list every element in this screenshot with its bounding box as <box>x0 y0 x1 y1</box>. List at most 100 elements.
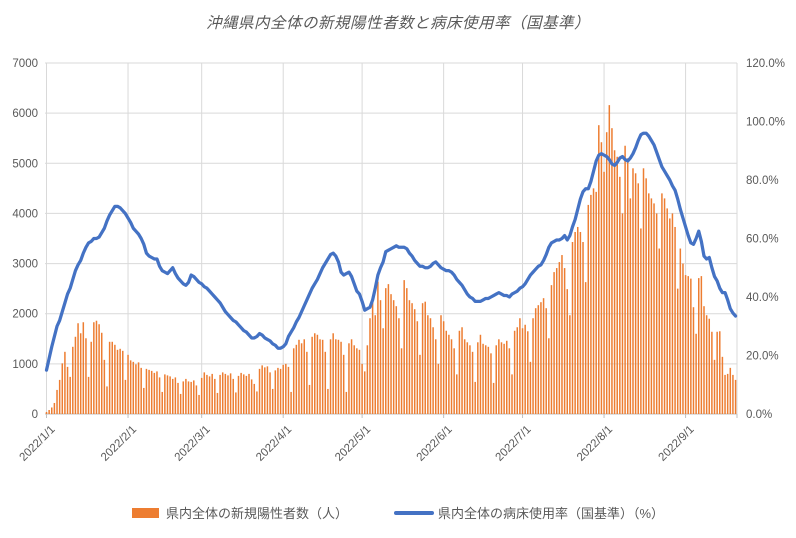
bar <box>424 301 426 414</box>
bar <box>211 373 213 414</box>
bar <box>79 333 82 414</box>
bar <box>316 334 319 414</box>
bar <box>669 218 671 414</box>
bar <box>214 378 216 414</box>
y-axis-left-tick-label: 3000 <box>12 259 38 271</box>
bar <box>348 343 350 414</box>
bar <box>258 368 261 414</box>
bar <box>58 379 61 414</box>
bar <box>440 315 442 414</box>
bar <box>645 178 647 414</box>
bar <box>461 327 463 414</box>
bar <box>266 366 269 414</box>
bar <box>190 381 192 414</box>
bar <box>503 343 505 414</box>
bar <box>300 343 303 414</box>
bar <box>264 367 266 414</box>
bar <box>563 268 566 414</box>
bar <box>124 379 127 414</box>
bar <box>411 303 413 414</box>
bar <box>632 168 634 414</box>
bar <box>466 342 469 414</box>
x-axis-tick-label: 2022/5/1 <box>333 424 373 464</box>
legend-item-bed-usage: 県内全体の病床使用率（国基準）（%） <box>393 503 665 522</box>
bar <box>671 213 674 414</box>
bar <box>48 409 50 414</box>
bar <box>98 324 100 414</box>
bar <box>295 344 298 414</box>
bar <box>250 379 253 414</box>
bar <box>598 125 600 415</box>
y-axis-right-tick-label: 60.0% <box>746 234 779 246</box>
bar <box>429 318 432 414</box>
bar <box>182 381 185 414</box>
bar <box>456 374 458 414</box>
y-axis-right-tick-label: 0.0% <box>746 409 772 421</box>
bar <box>532 318 534 414</box>
bar <box>74 336 77 414</box>
bar <box>219 374 221 414</box>
bar <box>545 308 547 414</box>
bar <box>282 364 284 414</box>
bar <box>108 341 111 414</box>
bar <box>484 345 487 414</box>
y-axis-left-tick-label: 5000 <box>12 158 38 170</box>
bar <box>561 255 563 414</box>
bar <box>653 203 655 414</box>
bar <box>629 198 632 414</box>
x-axis-tick-label: 2022/3/1 <box>173 424 213 464</box>
bar <box>566 289 568 414</box>
bar <box>663 198 666 414</box>
bar <box>221 372 224 414</box>
bar <box>363 371 366 414</box>
bar <box>193 380 195 414</box>
bar <box>66 366 69 414</box>
bar <box>177 382 179 414</box>
bar <box>611 128 613 414</box>
bar <box>458 330 461 414</box>
bar <box>690 278 692 414</box>
bar <box>587 204 590 414</box>
bar <box>687 276 689 414</box>
bar <box>487 346 490 414</box>
bar <box>640 228 642 414</box>
bar <box>416 321 419 414</box>
bar <box>495 345 497 414</box>
bar <box>574 231 576 414</box>
bar <box>64 351 66 414</box>
x-axis-tick-label: 2022/9/1 <box>657 424 697 464</box>
bar <box>477 342 479 414</box>
bar <box>327 388 329 414</box>
bar <box>353 345 355 414</box>
bar <box>626 158 629 414</box>
bar <box>661 193 663 414</box>
bar <box>358 349 361 414</box>
bar <box>469 345 471 414</box>
bar <box>337 339 340 414</box>
bar <box>684 275 687 414</box>
bar <box>119 348 121 414</box>
bar <box>498 339 500 414</box>
bar <box>453 348 455 414</box>
bar <box>106 386 108 414</box>
legend-label-bed-usage: 県内全体の病床使用率（国基準）（%） <box>437 506 665 521</box>
bar <box>72 346 74 414</box>
bar <box>703 306 705 414</box>
bar <box>90 341 92 414</box>
bar <box>329 339 332 414</box>
y-axis-left-tick-label: 4000 <box>12 208 38 220</box>
bar <box>158 377 161 414</box>
bar <box>93 322 95 414</box>
bar <box>321 339 324 414</box>
bar <box>269 372 271 414</box>
line-series-swatch-icon <box>393 510 434 515</box>
bar <box>642 168 645 414</box>
bar <box>637 183 639 414</box>
bar <box>584 282 587 414</box>
bar <box>676 288 679 414</box>
bar <box>206 374 208 414</box>
bar <box>432 327 434 414</box>
bar <box>711 331 713 414</box>
legend-item-new-cases: 県内全体の新規陽性者数（人） <box>131 503 348 522</box>
